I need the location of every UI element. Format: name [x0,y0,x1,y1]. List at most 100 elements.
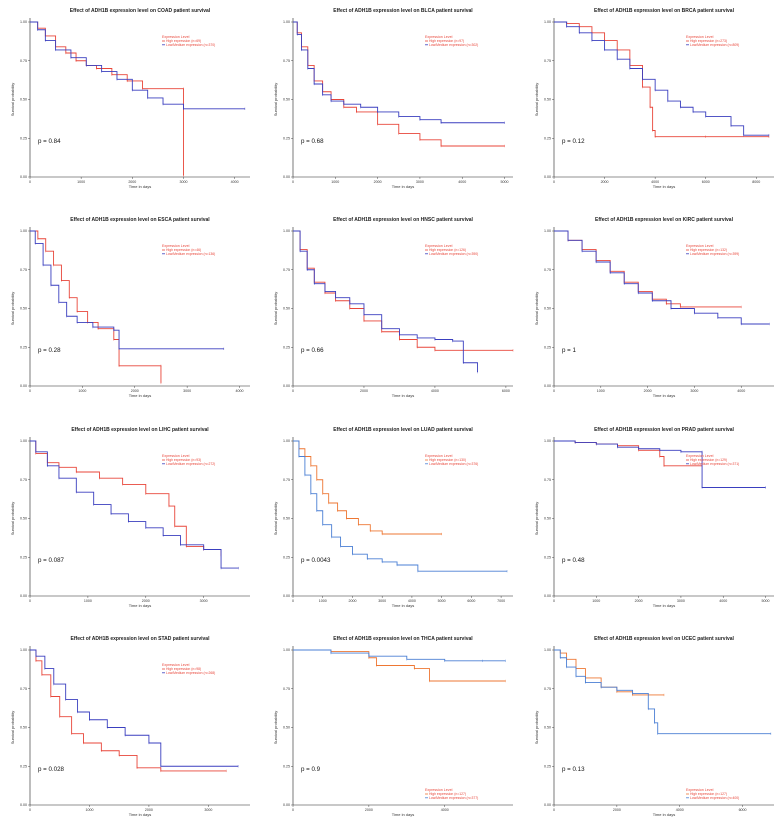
y-tick-label: 1.00 [20,439,27,443]
x-tick-label: 1000 [85,808,93,812]
x-tick-label: 7000 [497,599,505,603]
chart-title: Effect of ADH1B expression level on ESCA… [70,217,210,223]
survival-panel: Effect of ADH1B expression level on LIHC… [5,423,263,623]
legend-item: High expression (n=127) [690,792,727,796]
y-tick-label: 1.00 [20,648,27,652]
y-axis-label: Survival probability [534,711,539,745]
x-tick-label: 2000 [128,180,136,184]
survival-plot: Effect of ADH1B expression level on PRAD… [534,427,774,608]
y-tick-label: 0.25 [20,345,27,349]
y-tick-label: 0.00 [283,803,290,807]
x-tick-label: 4000 [737,389,745,393]
y-tick-label: 0.50 [544,517,551,521]
legend-item: High expression (n=126) [429,248,466,252]
y-tick-label: 0.00 [283,175,290,179]
y-tick-label: 0.50 [20,726,27,730]
x-tick-label: 1000 [331,180,339,184]
y-tick-label: 0.75 [544,59,551,63]
legend-item: High expression (n=127) [429,792,466,796]
chart-title: Effect of ADH1B expression level on COAD… [70,8,211,14]
y-tick-label: 0.75 [283,478,290,482]
y-tick-label: 0.00 [544,594,551,598]
y-tick-label: 0.75 [20,59,27,63]
y-axis-label: Survival probability [534,83,539,117]
survival-plot: Effect of ADH1B expression level on COAD… [10,8,250,189]
survival-curve-high [30,21,184,176]
legend-item: High expression (n=93) [166,458,201,462]
p-value-label: p = 0.48 [562,557,585,564]
y-tick-label: 0.00 [20,384,27,388]
legend-item: Low/Medium expression (n=272) [166,462,215,466]
chart-title: Effect of ADH1B expression level on HNSC… [333,217,473,223]
y-tick-label: 0.25 [544,345,551,349]
x-tick-label: 2000 [365,808,373,812]
legend-item: Low/Medium expression (n=136) [166,252,215,256]
legend-item: Low/Medium expression (n=370) [166,43,215,47]
y-tick-label: 0.75 [544,268,551,272]
x-tick-label: 3000 [179,180,187,184]
y-axis-label: Survival probability [10,502,15,536]
y-tick-label: 0.00 [20,803,27,807]
survival-plot: Effect of ADH1B expression level on HNSC… [273,217,514,398]
x-tick-label: 6000 [467,599,475,603]
p-value-label: p = 0.9 [301,766,321,773]
chart-title: Effect of ADH1B expression level on PRAD… [594,427,734,433]
x-tick-label: 6000 [502,389,510,393]
x-tick-label: 6000 [702,180,710,184]
x-tick-label: 0 [292,180,294,184]
survival-panel: Effect of ADH1B expression level on COAD… [5,4,263,204]
y-tick-label: 1.00 [283,439,290,443]
x-axis-label: Time in days [129,393,152,398]
y-tick-label: 0.25 [283,555,290,559]
x-axis-label: Time in days [392,603,415,608]
y-tick-label: 0.75 [20,478,27,482]
legend-item: Low/Medium expression (n=371) [690,462,739,466]
y-tick-label: 1.00 [20,20,27,24]
survival-panel: Effect of ADH1B expression level on UCEC… [529,632,784,832]
survival-curve-high [554,440,703,467]
survival-curve-low [554,21,769,136]
x-axis-label: Time in days [653,393,676,398]
x-tick-label: 5000 [762,599,770,603]
x-tick-label: 5000 [438,599,446,603]
x-tick-label: 8000 [752,180,760,184]
survival-plot: Effect of ADH1B expression level on BRCA… [534,8,774,189]
survival-plot: Effect of ADH1B expression level on KIRC… [534,217,774,398]
legend-item: High expression (n=46) [166,248,201,252]
survival-curve-high [293,230,513,351]
y-axis-label: Survival probability [10,292,15,326]
survival-curve-low [293,649,506,662]
y-tick-label: 0.00 [544,384,551,388]
y-tick-label: 1.00 [283,648,290,652]
y-tick-label: 0.25 [283,136,290,140]
x-axis-label: Time in days [653,603,676,608]
x-tick-label: 2000 [142,599,150,603]
survival-plot: Effect of ADH1B expression level on LIHC… [10,427,250,608]
survival-curve-low [30,21,245,110]
y-tick-label: 1.00 [544,20,551,24]
y-tick-label: 0.25 [20,136,27,140]
survival-curve-high [293,440,442,535]
y-tick-label: 0.00 [20,175,27,179]
y-tick-label: 0.00 [20,594,27,598]
survival-panel: Effect of ADH1B expression level on BRCA… [529,4,784,204]
x-tick-label: 0 [29,808,31,812]
x-tick-label: 4000 [231,180,239,184]
y-tick-label: 0.25 [20,555,27,559]
x-tick-label: 1000 [84,599,92,603]
survival-curve-low [30,440,239,569]
survival-curve-low [554,230,770,325]
p-value-label: p = 0.28 [38,347,61,354]
x-tick-label: 3000 [200,599,208,603]
survival-plot: Effect of ADH1B expression level on LUAD… [273,427,513,608]
x-tick-label: 1000 [77,180,85,184]
y-tick-label: 0.50 [20,307,27,311]
x-axis-label: Time in days [653,184,676,189]
survival-panel: Effect of ADH1B expression level on THCA… [268,632,526,832]
survival-curve-low [293,440,508,572]
x-tick-label: 1000 [592,599,600,603]
x-tick-label: 0 [553,599,555,603]
legend-title: Expression Level [686,244,714,248]
x-axis-label: Time in days [392,812,415,817]
x-tick-label: 6000 [739,808,747,812]
